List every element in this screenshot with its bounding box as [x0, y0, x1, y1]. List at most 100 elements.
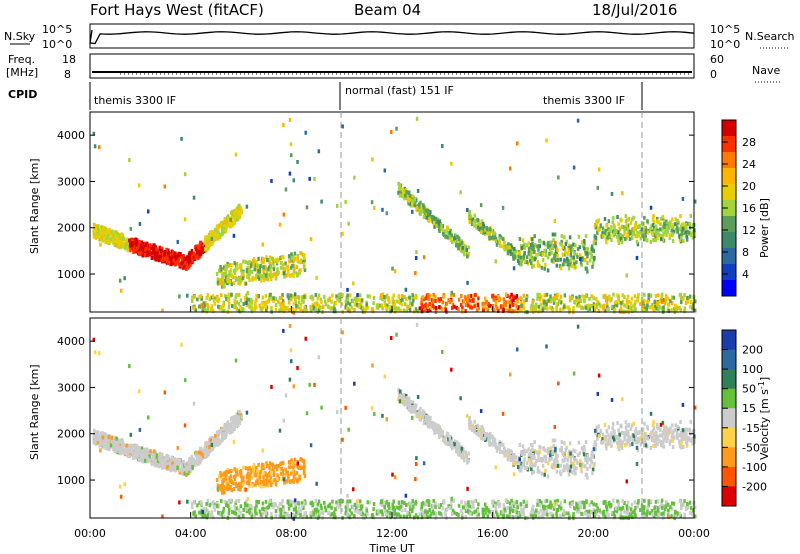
velocity-point [245, 475, 249, 480]
power-point [236, 217, 240, 222]
power-point [497, 308, 500, 313]
colorbar-tick-label: 28 [742, 136, 756, 149]
power-point [99, 230, 102, 235]
power-point [104, 231, 108, 236]
power-point [546, 306, 549, 311]
power-point [170, 257, 173, 262]
velocity-point [300, 457, 304, 462]
power-point [208, 239, 211, 244]
power-point [547, 241, 550, 246]
power-point [559, 241, 562, 246]
power-point [501, 304, 505, 309]
velocity-point [228, 479, 231, 484]
power-point [647, 297, 650, 302]
power-point [466, 300, 469, 305]
velocity-point [579, 504, 583, 509]
power-point [547, 298, 550, 303]
power-point [148, 248, 151, 253]
velocity-point [276, 477, 279, 482]
power-point [473, 304, 476, 309]
velocity-point [653, 510, 657, 515]
power-point [652, 220, 656, 225]
power-point [473, 219, 477, 224]
velocity-point [178, 470, 181, 475]
power-point [670, 232, 674, 237]
power-point [506, 251, 510, 256]
velocity-point [353, 508, 357, 513]
velocity-point [587, 509, 591, 514]
velocity-point [195, 460, 199, 465]
velocity-point [187, 461, 190, 466]
power-point [303, 294, 306, 299]
power-point [216, 230, 219, 235]
power-point [505, 246, 508, 251]
velocity-point [232, 487, 236, 492]
velocity-point [686, 505, 690, 510]
power-point [634, 299, 637, 304]
power-point [594, 235, 597, 240]
power-point [595, 219, 598, 224]
power-point [416, 309, 420, 314]
power-point [246, 275, 249, 280]
power-point [222, 308, 226, 313]
power-point [680, 300, 683, 305]
power-point [642, 234, 645, 239]
power-point [604, 308, 607, 313]
power-point [150, 255, 154, 260]
power-point [616, 238, 620, 243]
velocity-point [158, 456, 162, 461]
velocity-point [240, 478, 244, 483]
noise-trace [89, 29, 695, 45]
power-point [663, 301, 667, 306]
power-point [121, 237, 125, 242]
power-point [573, 258, 576, 263]
power-point [494, 239, 498, 244]
power-point [607, 219, 611, 224]
power-point [261, 300, 264, 305]
power-point [439, 226, 443, 231]
power-point [670, 308, 673, 313]
velocity-point [184, 466, 187, 471]
power-point [222, 220, 226, 225]
power-point [314, 292, 318, 297]
power-point [199, 245, 203, 250]
power-point [531, 264, 534, 269]
velocity-point [219, 484, 223, 489]
power-point [230, 282, 234, 287]
velocity-point [135, 452, 139, 457]
power-point [239, 304, 242, 309]
power-point [645, 306, 649, 311]
velocity-point [537, 510, 541, 515]
power-point [300, 295, 304, 300]
power-point [124, 245, 127, 250]
power-point [481, 301, 485, 306]
velocity-point [303, 471, 306, 476]
power-point [106, 232, 110, 237]
power-point [383, 299, 386, 304]
power-point [317, 293, 321, 298]
power-point [575, 252, 578, 257]
power-point [592, 238, 596, 243]
ytick-label: 2000 [57, 222, 85, 235]
velocity-point [222, 506, 226, 511]
velocity-point [163, 455, 167, 460]
power-point [288, 307, 291, 312]
velocity-point [665, 501, 668, 506]
power-point [383, 294, 386, 299]
power-point [108, 231, 112, 236]
power-point [183, 217, 187, 222]
power-point [302, 261, 306, 266]
velocity-point [267, 473, 270, 478]
power-point [279, 265, 283, 270]
power-point [289, 258, 293, 263]
power-point [169, 262, 172, 267]
power-point [412, 298, 415, 303]
velocity-point [346, 506, 350, 511]
velocity-point [228, 507, 231, 512]
power-point [246, 261, 250, 266]
power-point [448, 235, 452, 240]
power-point [333, 307, 336, 312]
velocity-point [132, 451, 135, 456]
velocity-point [323, 500, 326, 505]
